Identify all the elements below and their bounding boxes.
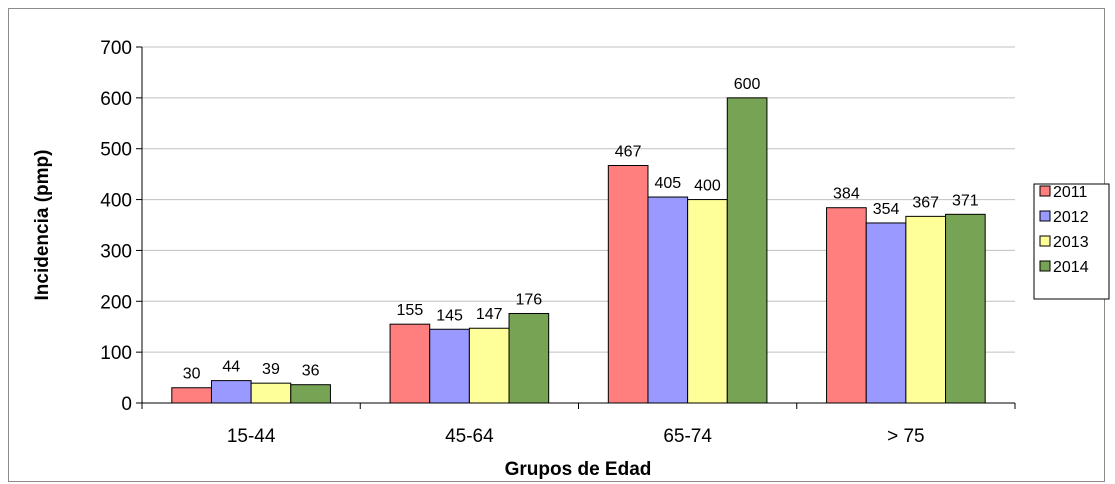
bar — [429, 328, 470, 404]
axes — [136, 46, 1016, 409]
bar — [508, 312, 550, 404]
legend: 2011 2012 2013 2014 — [1033, 183, 1110, 300]
data-label: 367 — [912, 194, 939, 211]
data-label: 155 — [397, 302, 424, 319]
x-tick-labels: 15-44 45-64 65-74 > 75 — [227, 426, 925, 447]
data-label: 176 — [516, 291, 543, 308]
bar — [945, 213, 986, 404]
legend-swatch — [1039, 235, 1051, 247]
y-tick-labels: 0 100 200 300 400 500 600 700 — [100, 38, 132, 415]
legend-label: 2013 — [1053, 234, 1089, 251]
bars — [171, 97, 986, 404]
data-label: 371 — [952, 192, 979, 209]
y-axis-title: Incidencia (pmp) — [32, 150, 53, 301]
data-labels: 30 44 39 36 155 145 147 176 467 405 400 600 384 354 36… — [183, 76, 979, 383]
data-label: 39 — [262, 361, 280, 378]
bar — [726, 97, 768, 404]
x-tick-label: > 75 — [887, 426, 925, 447]
bar — [210, 380, 252, 404]
bar — [826, 207, 867, 404]
data-label: 467 — [615, 143, 642, 160]
bar — [389, 323, 431, 404]
y-tick-label: 200 — [100, 292, 132, 313]
x-tick-label: 65-74 — [663, 426, 712, 447]
data-label: 30 — [183, 366, 201, 383]
data-label: 400 — [694, 178, 721, 195]
y-tick-label: 600 — [100, 89, 132, 110]
bar — [905, 215, 947, 404]
bar — [250, 382, 292, 404]
bar — [865, 222, 907, 404]
bar — [607, 164, 649, 404]
y-tick-label: 100 — [100, 343, 132, 364]
data-label: 405 — [654, 175, 681, 192]
y-tick-label: 500 — [100, 140, 132, 161]
legend-label: 2012 — [1053, 209, 1089, 226]
data-label: 44 — [222, 359, 240, 376]
data-label: 600 — [734, 76, 761, 93]
data-label: 147 — [476, 306, 503, 323]
data-label: 145 — [436, 307, 463, 324]
bar — [171, 387, 212, 404]
bar — [647, 196, 689, 404]
bar — [290, 384, 331, 404]
legend-swatch — [1039, 210, 1051, 222]
x-axis-title: Grupos de Edad — [505, 459, 652, 480]
bar — [468, 327, 510, 404]
y-tick-label: 400 — [100, 191, 132, 212]
bar — [687, 199, 728, 404]
data-label: 354 — [873, 201, 900, 218]
legend-label: 2011 — [1053, 184, 1088, 201]
y-tick-label: 300 — [100, 241, 132, 262]
y-tick-label: 700 — [100, 38, 132, 59]
legend-swatch — [1039, 260, 1051, 272]
x-tick-label: 15-44 — [227, 426, 276, 447]
legend-label: 2014 — [1053, 259, 1089, 276]
x-tick-label: 45-64 — [445, 426, 494, 447]
data-label: 36 — [302, 363, 320, 380]
legend-swatch — [1039, 185, 1051, 197]
data-label: 384 — [833, 186, 860, 203]
y-tick-label: 0 — [121, 394, 132, 415]
